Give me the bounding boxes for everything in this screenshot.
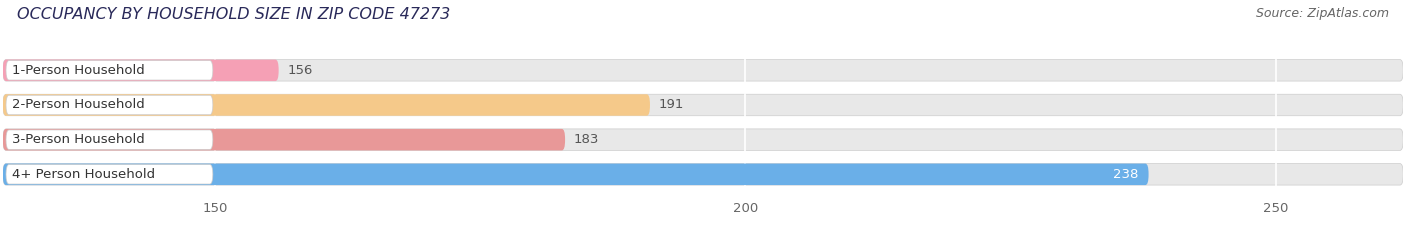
Text: 238: 238 (1112, 168, 1137, 181)
FancyBboxPatch shape (6, 130, 212, 149)
Text: OCCUPANCY BY HOUSEHOLD SIZE IN ZIP CODE 47273: OCCUPANCY BY HOUSEHOLD SIZE IN ZIP CODE … (17, 7, 450, 22)
FancyBboxPatch shape (3, 94, 650, 116)
FancyBboxPatch shape (6, 95, 212, 115)
FancyBboxPatch shape (3, 60, 1403, 81)
Text: 2-Person Household: 2-Person Household (13, 99, 145, 112)
FancyBboxPatch shape (3, 164, 1403, 185)
Text: 4+ Person Household: 4+ Person Household (13, 168, 156, 181)
FancyBboxPatch shape (3, 129, 565, 151)
FancyBboxPatch shape (3, 129, 1403, 151)
FancyBboxPatch shape (3, 60, 278, 81)
FancyBboxPatch shape (6, 165, 212, 184)
FancyBboxPatch shape (3, 94, 1403, 116)
Text: 156: 156 (287, 64, 312, 77)
Text: 3-Person Household: 3-Person Household (13, 133, 145, 146)
Text: Source: ZipAtlas.com: Source: ZipAtlas.com (1256, 7, 1389, 20)
Text: 191: 191 (658, 99, 683, 112)
FancyBboxPatch shape (6, 61, 212, 80)
FancyBboxPatch shape (3, 164, 1149, 185)
Text: 183: 183 (574, 133, 599, 146)
Text: 1-Person Household: 1-Person Household (13, 64, 145, 77)
